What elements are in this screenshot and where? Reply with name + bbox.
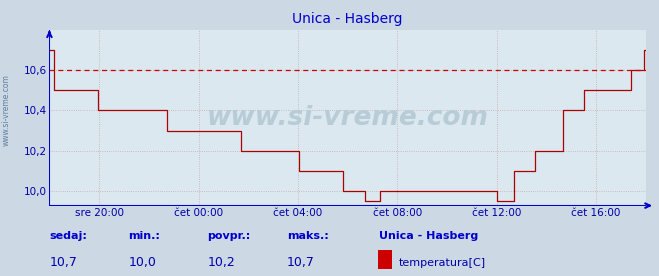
Text: maks.:: maks.: — [287, 231, 328, 241]
Text: 10,7: 10,7 — [287, 256, 314, 269]
Text: temperatura[C]: temperatura[C] — [399, 258, 486, 268]
Title: Unica - Hasberg: Unica - Hasberg — [293, 12, 403, 26]
Text: www.si-vreme.com: www.si-vreme.com — [2, 75, 11, 146]
Text: 10,7: 10,7 — [49, 256, 77, 269]
Text: 10,0: 10,0 — [129, 256, 156, 269]
Text: sedaj:: sedaj: — [49, 231, 87, 241]
Text: povpr.:: povpr.: — [208, 231, 251, 241]
Text: www.si-vreme.com: www.si-vreme.com — [207, 105, 488, 131]
Text: Unica - Hasberg: Unica - Hasberg — [379, 231, 478, 241]
Text: min.:: min.: — [129, 231, 160, 241]
Text: 10,2: 10,2 — [208, 256, 235, 269]
